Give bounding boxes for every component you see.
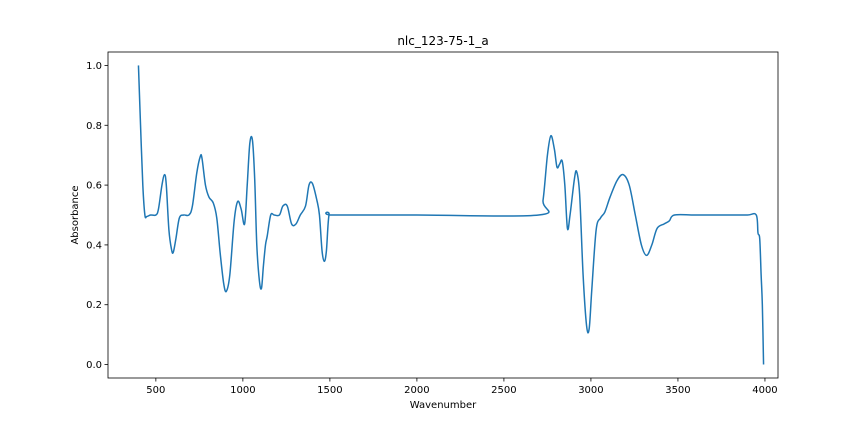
x-tick-label: 3500 (665, 385, 690, 396)
x-tick-label: 1500 (317, 385, 342, 396)
y-tick-label: 0.2 (86, 300, 102, 311)
chart-title: nlc_123-75-1_a (397, 34, 488, 48)
y-tick-label: 0.0 (86, 360, 102, 371)
y-tick-label: 0.8 (86, 121, 102, 132)
y-tick-label: 0.6 (86, 181, 102, 192)
x-tick-label: 500 (146, 385, 165, 396)
absorbance-series-line (137, 65, 765, 365)
y-tick-label: 0.4 (86, 240, 102, 251)
x-axis: 500 1000 1500 2000 2500 3000 3500 4000 (146, 378, 778, 396)
x-tick-label: 2500 (491, 385, 516, 396)
x-tick-label: 1000 (230, 385, 255, 396)
plot-area (107, 51, 779, 379)
x-tick-label: 4000 (752, 385, 777, 396)
y-axis-title: Absorbance (70, 185, 81, 244)
x-axis-title: Wavenumber (410, 400, 477, 411)
y-tick-label: 1.0 (86, 61, 102, 72)
x-tick-label: 2000 (404, 385, 429, 396)
series-layer (137, 65, 765, 365)
x-tick-label: 3000 (578, 385, 603, 396)
y-axis: 0.0 0.2 0.4 0.6 0.8 1.0 (86, 61, 108, 371)
